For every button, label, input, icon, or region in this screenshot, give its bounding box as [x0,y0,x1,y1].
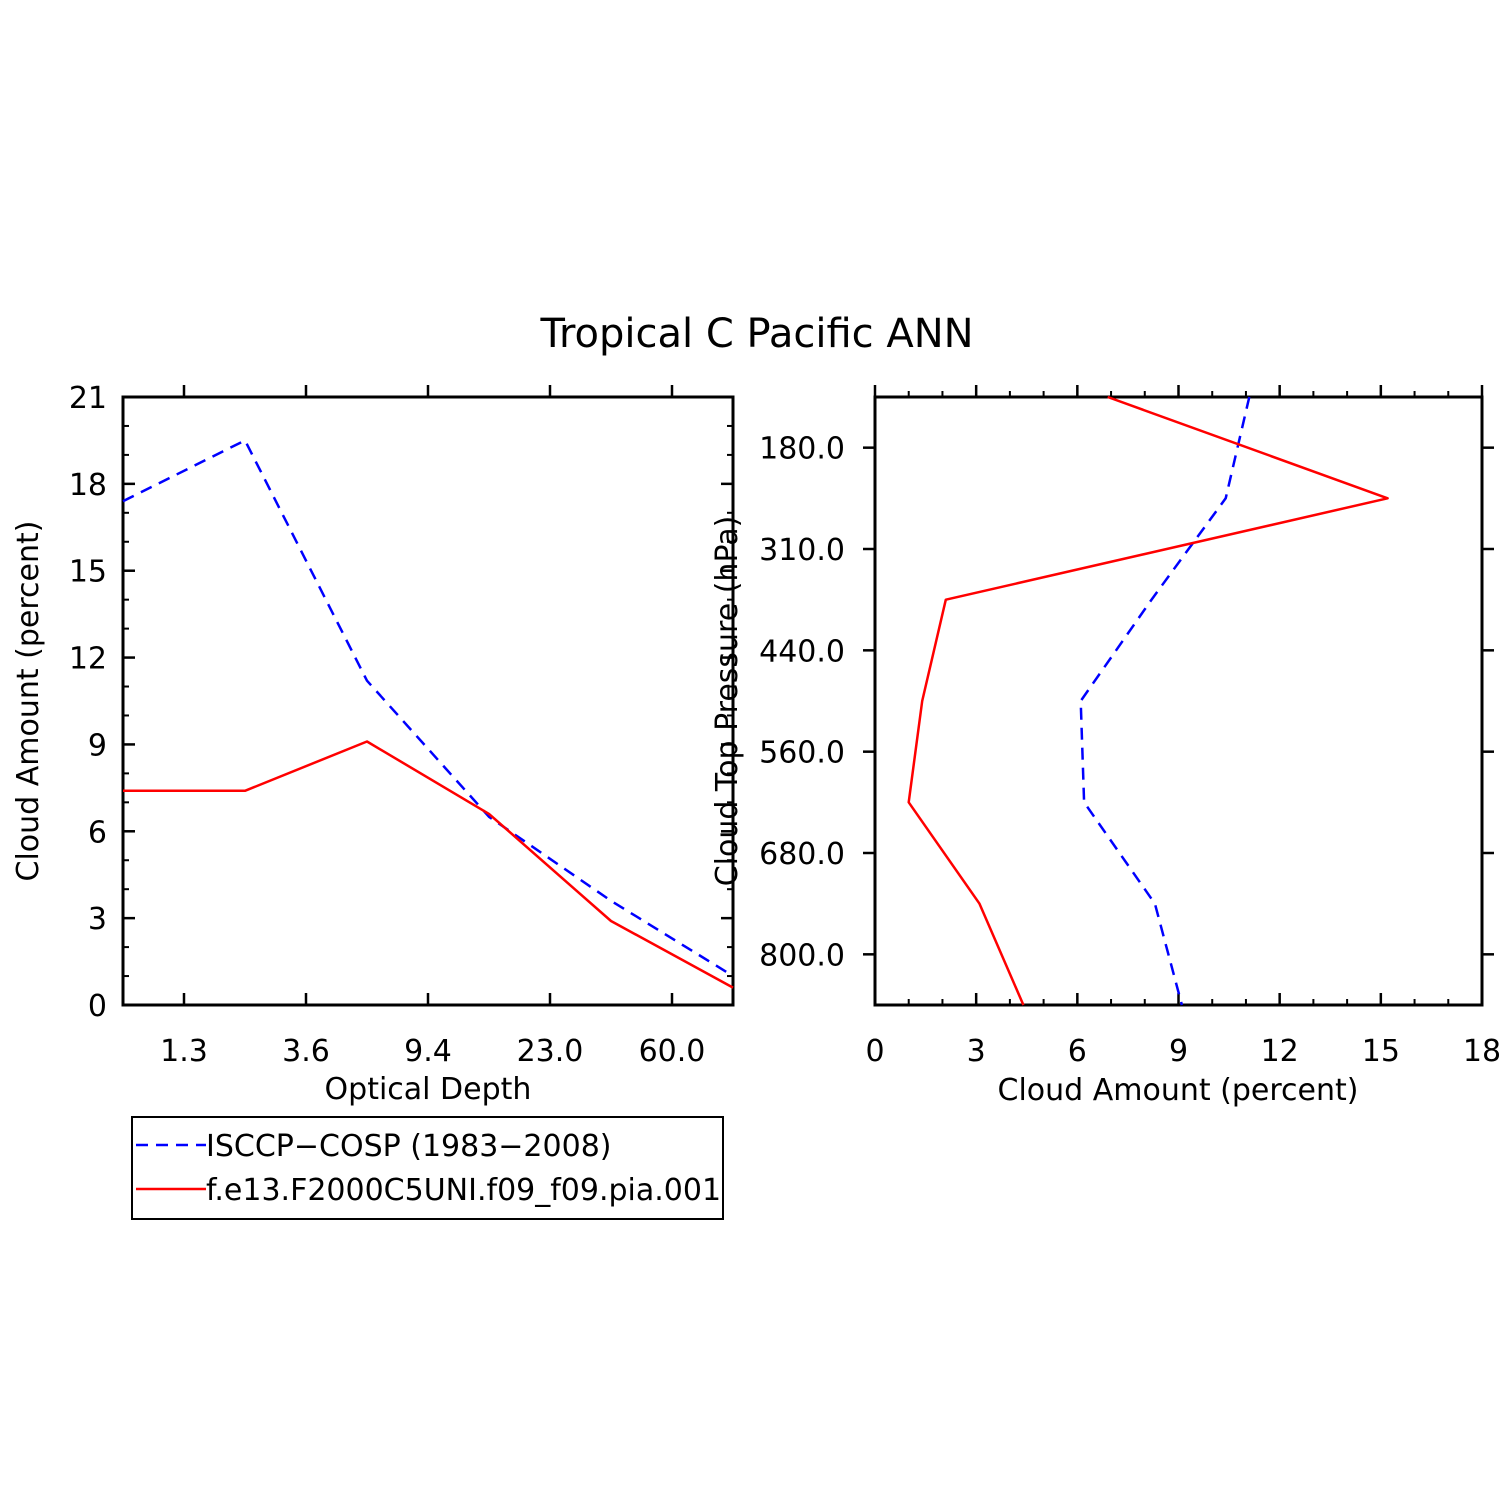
legend-label-model: f.e13.F2000C5UNI.f09_f09.pia.001 [206,1173,721,1208]
right-series-model-line [907,395,1389,1006]
left-y-tick-label: 0 [88,989,107,1024]
right-x-tick-label: 15 [1362,1034,1400,1069]
legend-box [131,1116,724,1220]
right-y-tick-label: 180.0 [759,432,845,467]
left-y-tick-label: 9 [88,728,107,763]
left-plot-frame [121,395,735,1007]
left-x-axis-label: Optical Depth [325,1072,532,1107]
optical-depth-plot: 0 3 6 9 12 15 18 21 1.3 3.6 9.4 23.0 60.0 Optical Dep… [11,381,735,1107]
right-y-tick-label: 440.0 [759,634,845,669]
right-y-tick-label: 680.0 [759,837,845,872]
left-y-tick-label: 18 [69,468,107,503]
left-x-tick-label: 9.4 [404,1034,452,1069]
left-y-tick-label: 3 [88,902,107,937]
right-plot-frame [873,395,1484,1007]
right-y-axis-label: Cloud Top Pressure (hPa) [710,516,745,887]
right-y-tick-label: 310.0 [759,533,845,568]
figure-title: Tropical C Pacific ANN [539,311,973,357]
right-series-obs-line [1079,396,1251,1006]
right-x-tick-label: 9 [1169,1034,1188,1069]
right-x-axis-label: Cloud Amount (percent) [998,1073,1359,1108]
left-y-tick-label: 15 [69,555,107,590]
right-y-tick-label: 560.0 [759,736,845,771]
right-x-tick-label: 3 [967,1034,986,1069]
pressure-profile-plot: 0 3 6 9 12 15 18 180.0 310.0 440.0 560.0 680.0 800.0… [710,385,1501,1108]
legend: ISCCP−COSP (1983−2008) f.e13.F2000C5UNI.… [131,1116,724,1220]
left-series-model-line [123,740,734,989]
left-y-axis-label: Cloud Amount (percent) [11,521,46,882]
left-x-tick-label: 60.0 [639,1034,706,1069]
right-x-tick-label: 18 [1463,1034,1501,1069]
left-x-tick-label: 1.3 [160,1034,208,1069]
left-series-obs-line [122,439,734,978]
left-y-tick-label: 6 [88,815,107,850]
right-x-tick-label: 0 [865,1034,884,1069]
right-x-tick-label: 12 [1261,1034,1299,1069]
legend-label-obs: ISCCP−COSP (1983−2008) [206,1129,611,1164]
right-x-tick-label: 6 [1068,1034,1087,1069]
left-x-tick-label: 3.6 [282,1034,330,1069]
right-y-tick-label: 800.0 [759,938,845,973]
left-y-tick-label: 12 [69,642,107,677]
left-y-tick-label: 21 [69,381,107,416]
left-x-tick-label: 23.0 [517,1034,584,1069]
